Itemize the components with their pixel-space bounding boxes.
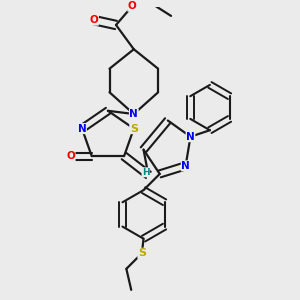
Text: O: O xyxy=(90,15,98,25)
Text: N: N xyxy=(129,109,138,119)
Text: O: O xyxy=(128,1,136,11)
Text: S: S xyxy=(138,248,146,258)
Text: O: O xyxy=(66,151,75,161)
Text: N: N xyxy=(186,132,195,142)
Text: N: N xyxy=(181,161,190,171)
Text: S: S xyxy=(130,124,138,134)
Text: H: H xyxy=(142,168,150,177)
Text: N: N xyxy=(78,124,86,134)
